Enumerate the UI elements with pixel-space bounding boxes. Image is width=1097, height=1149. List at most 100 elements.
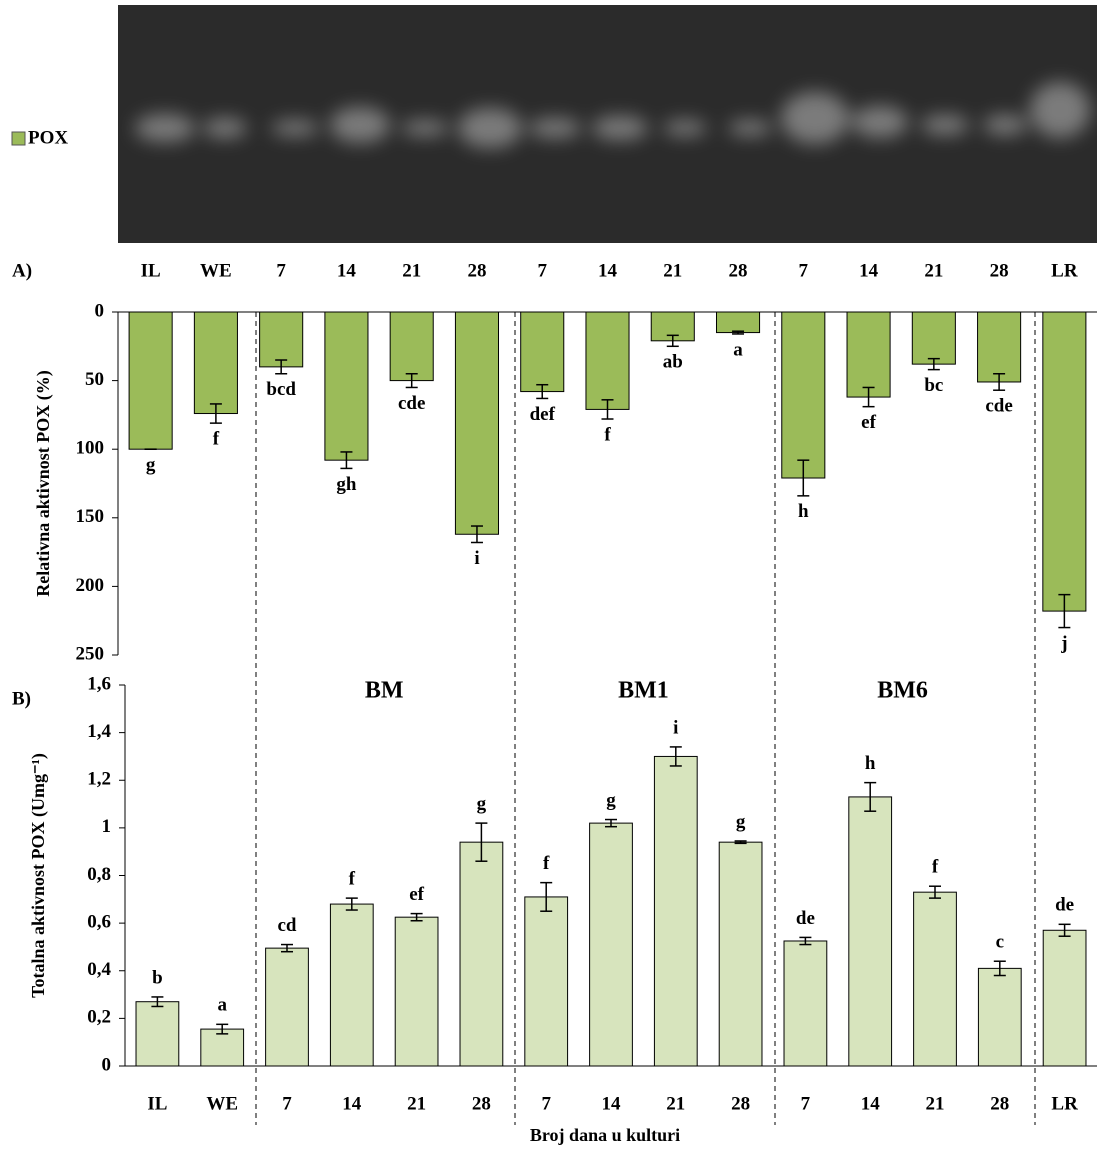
x-tick-label: 28 [467,260,486,281]
x-tick-label: 14 [602,1093,622,1114]
significance-letter: b [152,967,163,988]
panel-label: A) [12,260,32,281]
bar [783,940,828,1067]
bar [193,311,238,415]
significance-letter: de [1055,895,1074,916]
bar [389,311,434,382]
group-label: BM1 [618,678,669,704]
bar [718,841,763,1067]
significance-letter: a [217,995,227,1016]
y-tick-label: 200 [76,575,105,596]
significance-letter: i [673,717,678,738]
significance-letter: bc [924,375,943,396]
bar [911,311,956,365]
x-tick-label: 14 [861,1093,881,1114]
significance-letter: ab [663,352,683,373]
group-separators [255,312,1036,1125]
x-tick-label: 21 [402,260,421,281]
significance-letter: i [474,548,479,569]
y-tick-label: 0,6 [87,911,111,932]
x-tick-label: 14 [337,260,357,281]
x-tick-label: 21 [407,1093,426,1114]
bar [585,311,630,410]
group-label: BM [365,678,404,704]
x-tick-label: 21 [926,1093,945,1114]
significance-letter: g [606,790,616,811]
x-tick-label: IL [141,260,161,281]
significance-letter: g [736,811,746,832]
significance-letter: cd [278,915,297,936]
bar [1042,311,1087,612]
bar [128,311,173,450]
bar [977,311,1022,383]
gel-image [118,5,1097,243]
y-tick-label: 1,2 [87,769,111,790]
y-tick-label: 0,2 [87,1007,111,1028]
x-tick-label: IL [147,1093,167,1114]
bar [454,311,500,535]
y-tick-label: 1 [102,816,112,837]
x-tick-label: WE [200,260,232,281]
y-tick-label: 150 [76,506,105,527]
x-tick-label: 7 [537,260,547,281]
bar [259,311,304,368]
x-tick-label: 7 [801,1093,811,1114]
bar [394,916,439,1067]
bar [848,796,893,1067]
significance-letter: bcd [266,379,296,400]
group-label: BM6 [877,678,928,704]
y-tick-label: 1,4 [87,721,111,742]
bar [524,896,569,1067]
y-tick-label: 0,8 [87,864,111,885]
x-tick-label: 28 [731,1093,750,1114]
bar [324,311,369,461]
y-axis-title: Relativna aktivnost POX (%) [33,370,54,597]
significance-letter: ef [409,884,424,905]
significance-letter: a [733,339,743,360]
x-tick-label: 21 [663,260,682,281]
legend-label: POX [28,127,68,148]
y-tick-label: 100 [76,438,105,459]
x-tick-label: 7 [799,260,809,281]
significance-letter: h [865,753,876,774]
significance-letter: de [796,908,815,929]
bar [1042,929,1087,1067]
bar [265,947,309,1067]
x-tick-label: 14 [342,1093,362,1114]
significance-letter: gh [336,474,357,495]
significance-letter: f [604,424,611,445]
y-tick-label: 0 [102,1054,112,1075]
bar [135,1001,180,1067]
bar [913,891,957,1067]
bar [520,311,565,393]
x-tick-label: 7 [541,1093,551,1114]
significance-letter: g [477,793,487,814]
significance-letter: j [1060,633,1067,654]
panel-label: B) [12,688,31,709]
x-tick-label: 21 [666,1093,685,1114]
significance-letter: c [996,932,1004,953]
significance-letter: h [798,501,809,522]
x-tick-label: 7 [276,260,286,281]
bar [200,1028,245,1067]
significance-letter: cde [985,396,1012,417]
x-tick-label: 21 [924,260,943,281]
x-tick-label: 28 [990,1093,1009,1114]
x-tick-label: 14 [598,260,618,281]
legend-swatch [11,131,26,146]
x-tick-label: 14 [859,260,879,281]
x-axis-title: Broj dana u kulturi [530,1125,680,1145]
bar [715,311,761,334]
x-tick-label: WE [206,1093,238,1114]
y-tick-label: 250 [76,643,105,664]
bar [977,967,1022,1067]
significance-letter: def [530,404,556,425]
significance-letter: f [349,868,356,889]
bar [653,755,698,1067]
x-tick-label: LR [1051,260,1078,281]
significance-letter: f [543,853,550,874]
y-tick-label: 0 [95,300,105,321]
y-axis-title: Totalna aktivnost POX (Umg⁻¹) [28,753,49,998]
x-tick-label: 28 [729,260,748,281]
